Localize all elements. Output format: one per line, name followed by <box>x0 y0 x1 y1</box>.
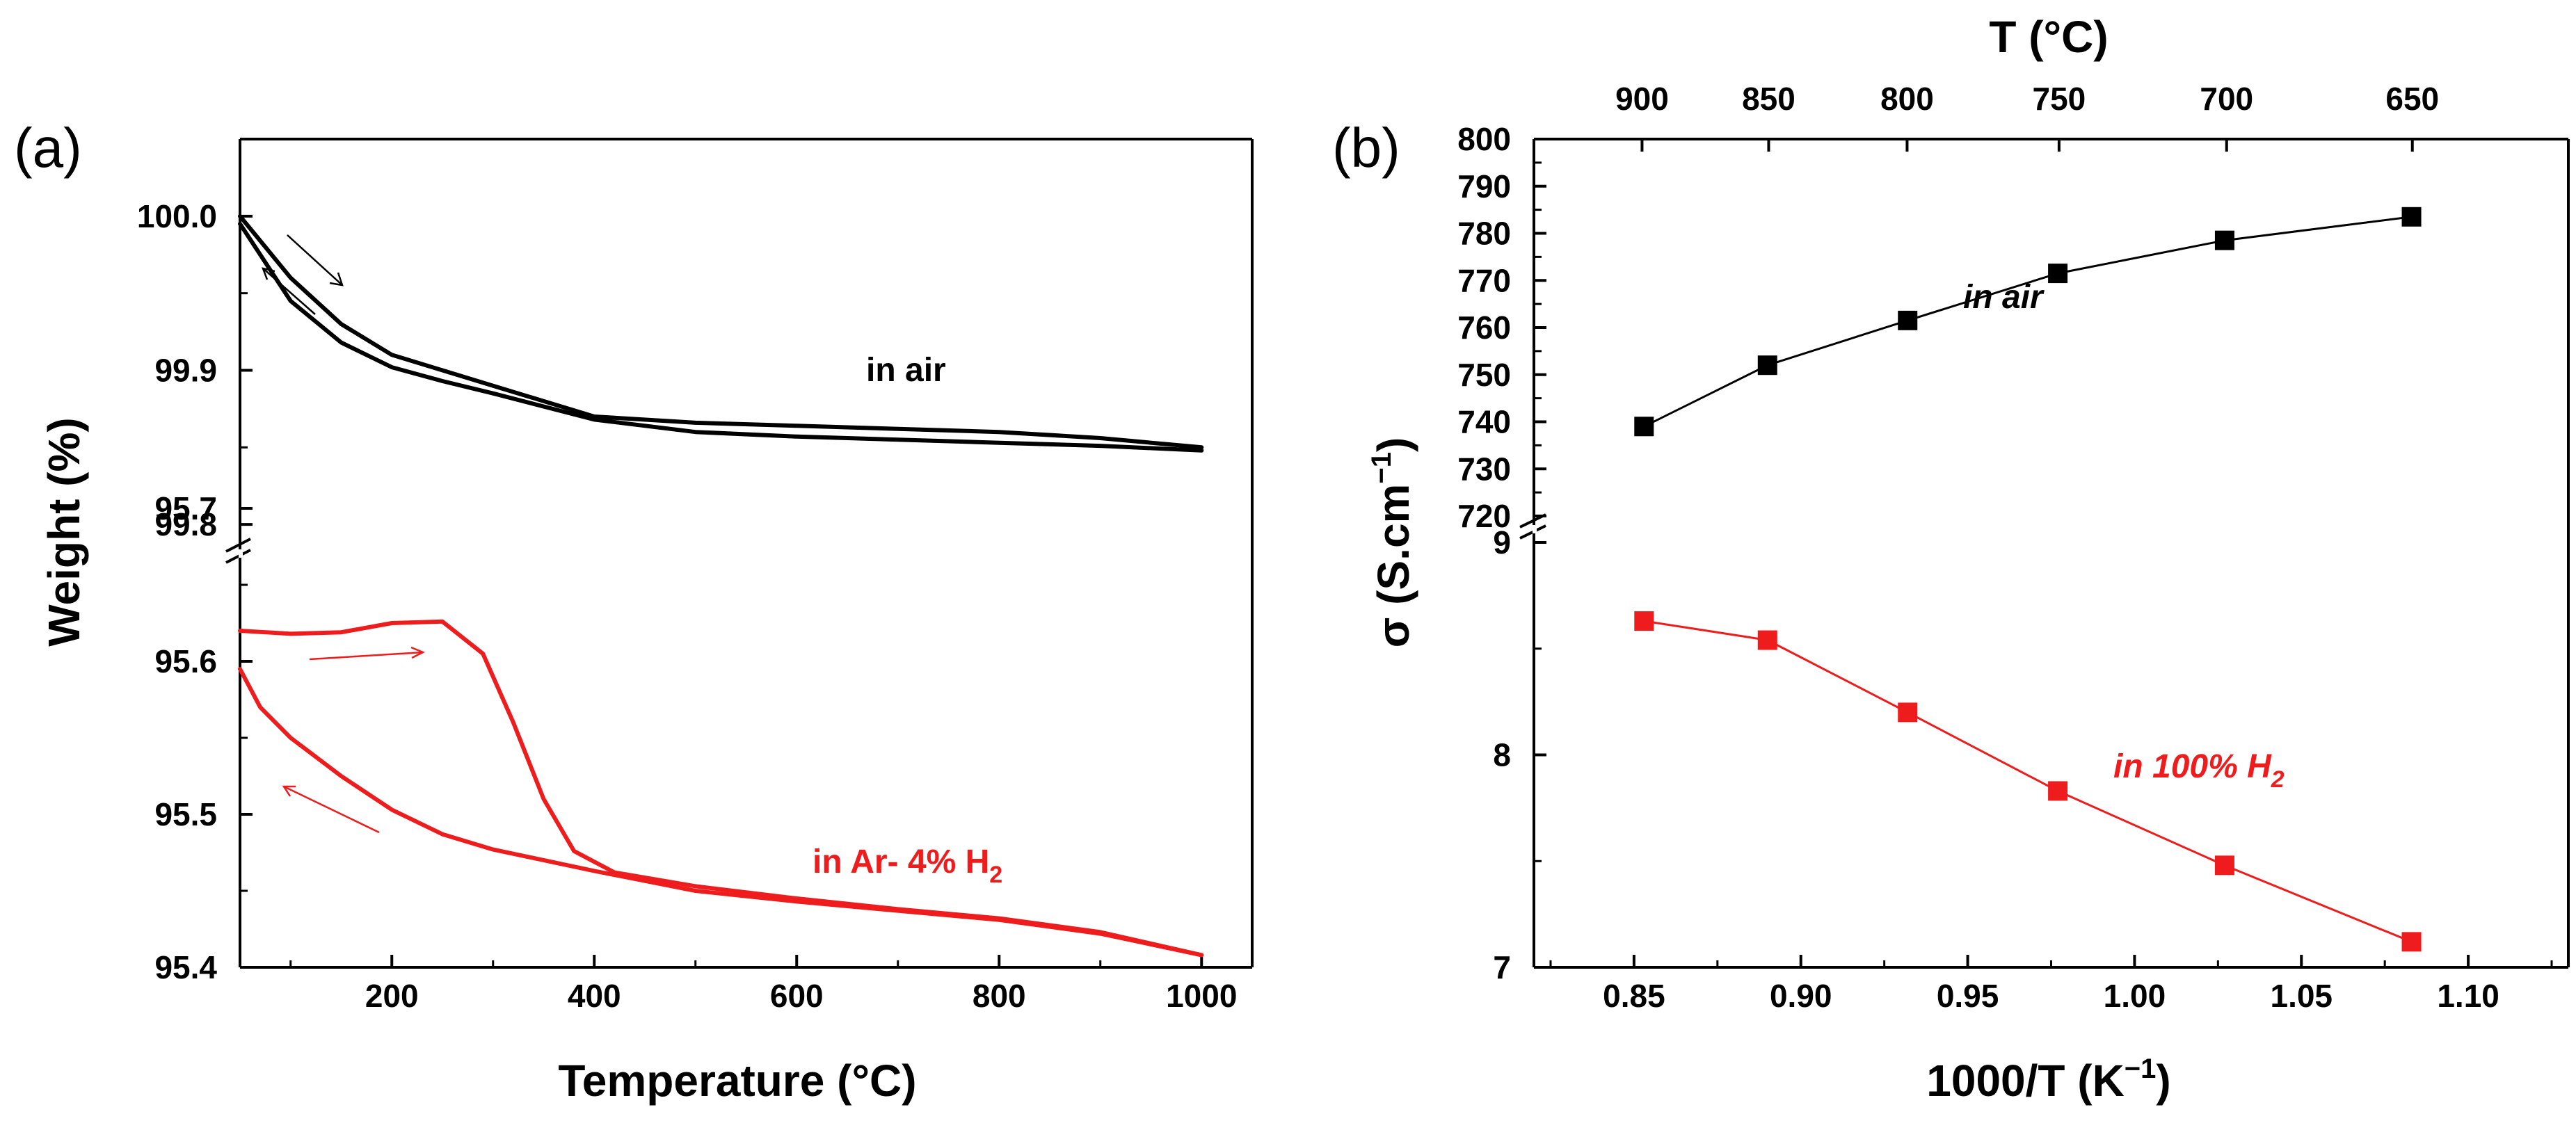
panel-b-series-line-0 <box>1643 216 2412 428</box>
panel-a-x-tick-label: 600 <box>770 978 824 1014</box>
panel-a-x-tick-label: 800 <box>973 978 1026 1014</box>
panel-b-y-tick-label: 9 <box>1493 524 1511 560</box>
panel-b-top-tick-label: 800 <box>1880 81 1934 117</box>
panel-b-series <box>1634 207 2422 952</box>
panel-b-x-tick-label: 1.10 <box>2437 978 2499 1014</box>
panel-b-y-tick-label: 7 <box>1493 949 1511 985</box>
panel-b-y-tick-label: 770 <box>1457 262 1511 298</box>
panel-b-series-line-1 <box>1644 620 2413 943</box>
panel-b-y-tick-label: 720 <box>1457 498 1511 534</box>
panel-b-data-point <box>2048 781 2068 801</box>
panel-a-series-line-0 <box>238 213 1204 450</box>
panel-b-y-axis-title-sup: −1 <box>1366 452 1397 484</box>
panel-b-y-ticks: 720 730 740 750 760 770 780 790 800 7 8 9 <box>1457 121 1546 985</box>
panel-b-data-point <box>2048 264 2068 284</box>
panel-a-y-tick-label: 99.8 <box>154 506 217 542</box>
panel-b-data-point <box>1634 417 1654 437</box>
panel-b-x-tick-label: 0.95 <box>1937 978 1999 1014</box>
panel-a-x-ticks: 200 400 600 800 1000 <box>289 955 1237 1014</box>
panel-b-data-point <box>1898 702 1918 723</box>
panel-a-y-tick-label: 99.9 <box>154 353 217 389</box>
panel-a-series <box>238 213 1204 958</box>
panel-b-h2-label-subscript: 2 <box>2271 766 2285 793</box>
panel-b-data-point <box>2214 855 2234 876</box>
panel-b-data-point <box>2401 932 2422 952</box>
panel-a-x-axis-title: Temperature (°C) <box>558 1056 916 1106</box>
panel-a-label: (a) <box>14 117 82 179</box>
panel-b-top-tick-label: 700 <box>2200 81 2253 117</box>
panel-b-y-tick-label: 740 <box>1457 404 1511 440</box>
panel-a-y-tick-label: 95.6 <box>154 643 217 679</box>
panel-b-x-tick-label: 0.85 <box>1603 978 1665 1014</box>
panel-b-x-tick-label: 1.00 <box>2104 978 2166 1014</box>
panel-b-x-ticks: 0.85 0.90 0.95 1.00 1.05 1.10 <box>1549 955 2553 1014</box>
panel-b-y-axis-title-close: ) <box>1368 437 1418 452</box>
panel-b-y-axis-title-main: σ (S.cm <box>1368 484 1418 648</box>
panel-a-y-axis-title: Weight (%) <box>39 417 89 646</box>
panel-b-x-axis-title-close: ) <box>2156 1056 2170 1106</box>
panel-b-data-point <box>1757 630 1777 650</box>
panel-b-h2-label: in 100% H2 <box>2113 748 2285 793</box>
panel-b-y-tick-label: 760 <box>1457 309 1511 346</box>
panel-b-top-tick-label: 850 <box>1742 81 1795 117</box>
panel-a-h2-label-main: in Ar- 4% H <box>813 844 989 880</box>
panel-a-x-tick-label: 200 <box>365 978 419 1014</box>
panel-a-y-tick-label: 95.5 <box>154 796 217 832</box>
panel-b-x-tick-label: 0.90 <box>1770 978 1832 1014</box>
panel-a-series-line-3 <box>238 667 1204 958</box>
panel-b-label: (b) <box>1332 117 1400 179</box>
panel-a-x-tick-label: 400 <box>568 978 621 1014</box>
panel-b-data-point <box>1634 611 1654 631</box>
panel-a-y-tick-label: 100.0 <box>137 198 217 234</box>
panel-b-top-tick-label: 650 <box>2385 81 2439 117</box>
panel-b-y-axis-title: σ (S.cm−1) <box>1366 437 1418 648</box>
panel-b-y-tick-label: 750 <box>1457 357 1511 393</box>
panel-b-top-axis-title: T (°C) <box>1989 12 2108 62</box>
panel-a-h2-label-subscript: 2 <box>989 862 1002 888</box>
panel-b-data-point <box>2401 207 2422 227</box>
panel-b-y-tick-label: 790 <box>1457 168 1511 204</box>
panel-b-air-label: in air <box>1963 279 2045 316</box>
panel-a-series-line-1 <box>238 221 1204 453</box>
panel-b-y-tick-label: 780 <box>1457 216 1511 252</box>
panel-b-top-tick-label: 750 <box>2033 81 2086 117</box>
panel-b-top-ticks: 900 850 800 750 700 650 <box>1615 81 2439 152</box>
panel-a-axis-break <box>225 538 251 564</box>
panel-a-h2-label: in Ar- 4% H2 <box>813 844 1002 888</box>
panel-b-x-axis-title: 1000/T (K−1) <box>1926 1054 2170 1106</box>
panel-a-air-label: in air <box>866 352 946 389</box>
panel-a-y-tick-label: 95.7 <box>154 490 217 526</box>
panel-b-x-axis-title-sup: −1 <box>2125 1054 2157 1084</box>
panel-a-direction-arrows <box>262 234 426 834</box>
panel-b-h2-label-main: in 100% H <box>2113 748 2272 785</box>
panel-b-data-point <box>2214 230 2234 250</box>
panel-b-y-tick-label: 800 <box>1457 121 1511 157</box>
panel-b-y-tick-label: 730 <box>1457 451 1511 487</box>
panel-b-x-axis-title-main: 1000/T (K <box>1926 1056 2125 1106</box>
panel-b-top-tick-label: 900 <box>1615 81 1669 117</box>
panel-b-chart: (b) 0.85 0.90 0.95 1.00 1.05 1.10 900 850 800 75… <box>1332 12 2570 1106</box>
panel-b-x-tick-label: 1.05 <box>2270 978 2333 1014</box>
panel-a-y-ticks: 99.8 99.9 100.0 95.4 95.5 95.6 95.7 <box>137 198 253 985</box>
panel-a-x-tick-label: 1000 <box>1166 978 1237 1014</box>
panel-b-data-point <box>1757 355 1777 376</box>
panel-b-y-tick-label: 8 <box>1493 737 1511 773</box>
panel-a-series-line-2 <box>238 619 1204 958</box>
panel-b-data-point <box>1898 310 1918 330</box>
panel-a-chart: (a) 200 400 600 800 1000 99.8 99.9 100.0 95.4 95… <box>14 117 1254 1106</box>
panel-a-y-tick-label: 95.4 <box>154 949 217 985</box>
